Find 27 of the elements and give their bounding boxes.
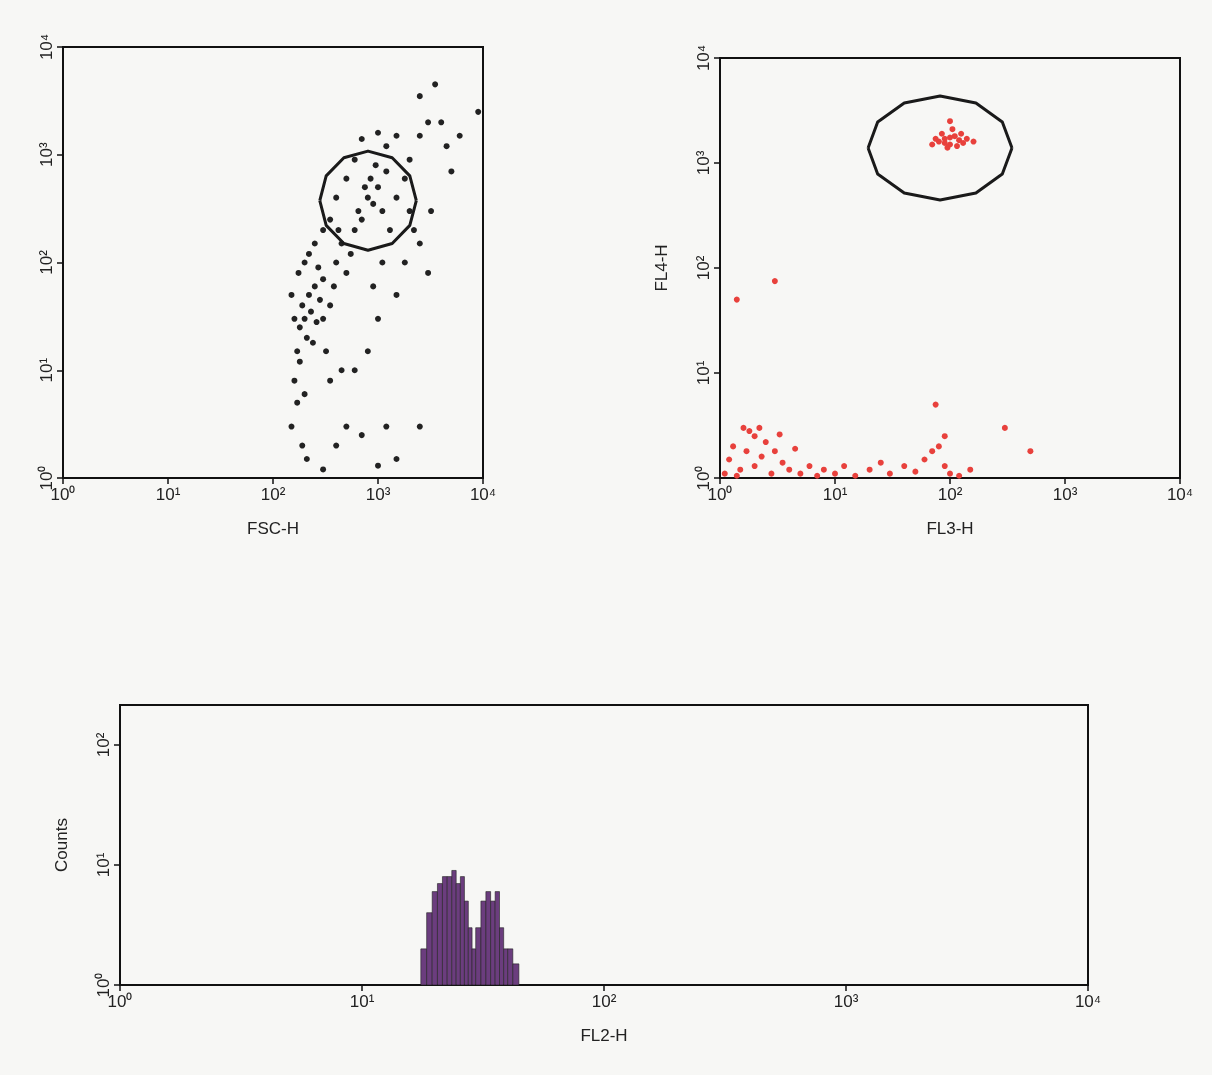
x-tick-label: 10² (937, 485, 963, 504)
x-axis-title: FL3-H (926, 519, 974, 538)
x-tick-label: 10³ (365, 485, 391, 504)
x-tick-label: 10² (260, 485, 286, 504)
y-tick-label: 10¹ (37, 357, 56, 383)
y-tick-label: 10³ (37, 142, 56, 168)
y-tick-label: 10¹ (94, 852, 113, 878)
y-tick-label: 10¹ (694, 360, 713, 386)
y-tick-label: 10⁴ (694, 44, 713, 72)
y-axis-title: FL4-H (652, 244, 671, 292)
x-tick-label: 10³ (1052, 485, 1078, 504)
y-axis-title: Counts (52, 818, 71, 872)
x-tick-label: 10⁴ (469, 485, 497, 504)
x-tick-label: 10⁴ (1166, 485, 1194, 504)
y-tick-label: 10⁴ (37, 33, 56, 61)
x-tick-label: 10² (591, 992, 617, 1011)
x-tick-label: 10¹ (155, 485, 181, 504)
y-tick-label: 10³ (694, 150, 713, 176)
x-tick-label: 10¹ (349, 992, 375, 1011)
x-tick-label: 10⁴ (1074, 992, 1102, 1011)
y-tick-label: 10² (37, 249, 56, 275)
x-tick-label: 10¹ (822, 485, 848, 504)
y-tick-label: 10² (94, 732, 113, 758)
y-tick-label: 10² (694, 255, 713, 281)
x-axis-title: FSC-H (247, 519, 299, 538)
x-axis-title: FL2-H (580, 1026, 628, 1045)
x-tick-label: 10³ (833, 992, 859, 1011)
